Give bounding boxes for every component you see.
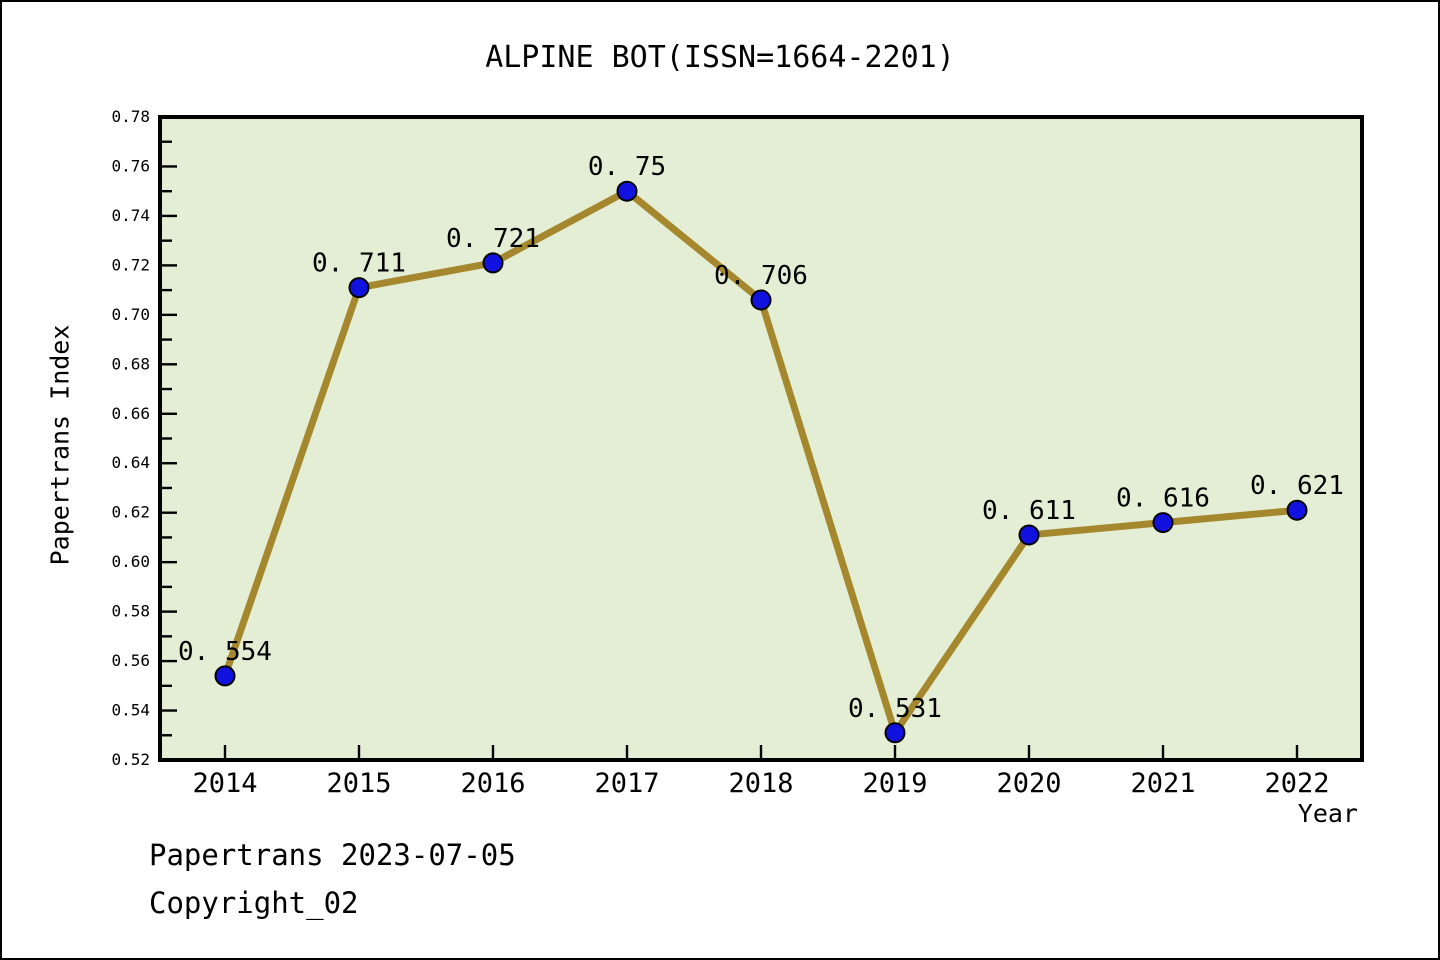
data-point-label: 0. 721 — [446, 224, 540, 254]
x-axis-title: Year — [1297, 799, 1358, 828]
footer-copyright: Copyright_02 — [149, 886, 359, 920]
data-point-label: 0. 531 — [848, 694, 942, 724]
x-tick-label: 2014 — [192, 768, 257, 799]
y-tick-label: 0.56 — [111, 651, 150, 670]
x-tick-label: 2015 — [326, 768, 391, 799]
data-point-label: 0. 616 — [1116, 484, 1210, 514]
data-point — [750, 289, 772, 311]
data-point-label: 0. 75 — [588, 152, 666, 182]
data-point — [482, 252, 504, 274]
data-point-label: 0. 611 — [982, 496, 1076, 526]
x-tick-label: 2019 — [862, 768, 927, 799]
data-point — [1018, 524, 1040, 546]
y-tick-label: 0.68 — [111, 354, 150, 373]
y-tick-label: 0.72 — [111, 255, 150, 274]
y-tick-label: 0.78 — [111, 107, 150, 126]
y-tick-label: 0.76 — [111, 156, 150, 175]
data-point — [616, 180, 638, 202]
x-tick-label: 2021 — [1130, 768, 1195, 799]
plot-background — [158, 115, 1364, 762]
footer-source-date: Papertrans 2023-07-05 — [149, 838, 516, 872]
x-tick-label: 2017 — [594, 768, 659, 799]
x-tick-label: 2016 — [460, 768, 525, 799]
x-tick-label: 2020 — [996, 768, 1061, 799]
y-tick-label: 0.52 — [111, 750, 150, 769]
data-point-label: 0. 554 — [178, 637, 272, 667]
data-point — [214, 665, 236, 687]
y-tick-label: 0.54 — [111, 701, 150, 720]
y-tick-label: 0.70 — [111, 305, 150, 324]
data-point — [884, 722, 906, 744]
data-point-label: 0. 711 — [312, 249, 406, 279]
chart-title: ALPINE BOT(ISSN=1664-2201) — [485, 40, 955, 75]
y-tick-label: 0.66 — [111, 404, 150, 423]
x-tick-label: 2022 — [1264, 768, 1329, 799]
y-tick-label: 0.74 — [111, 206, 150, 225]
data-point — [348, 277, 370, 299]
data-point — [1152, 512, 1174, 534]
data-point-label: 0. 706 — [714, 261, 808, 291]
data-point-label: 0. 621 — [1250, 471, 1344, 501]
y-tick-label: 0.60 — [111, 552, 150, 571]
y-tick-label: 0.64 — [111, 453, 150, 472]
y-tick-label: 0.58 — [111, 602, 150, 621]
data-point — [1286, 499, 1308, 521]
y-tick-label: 0.62 — [111, 503, 150, 522]
x-tick-label: 2018 — [728, 768, 793, 799]
